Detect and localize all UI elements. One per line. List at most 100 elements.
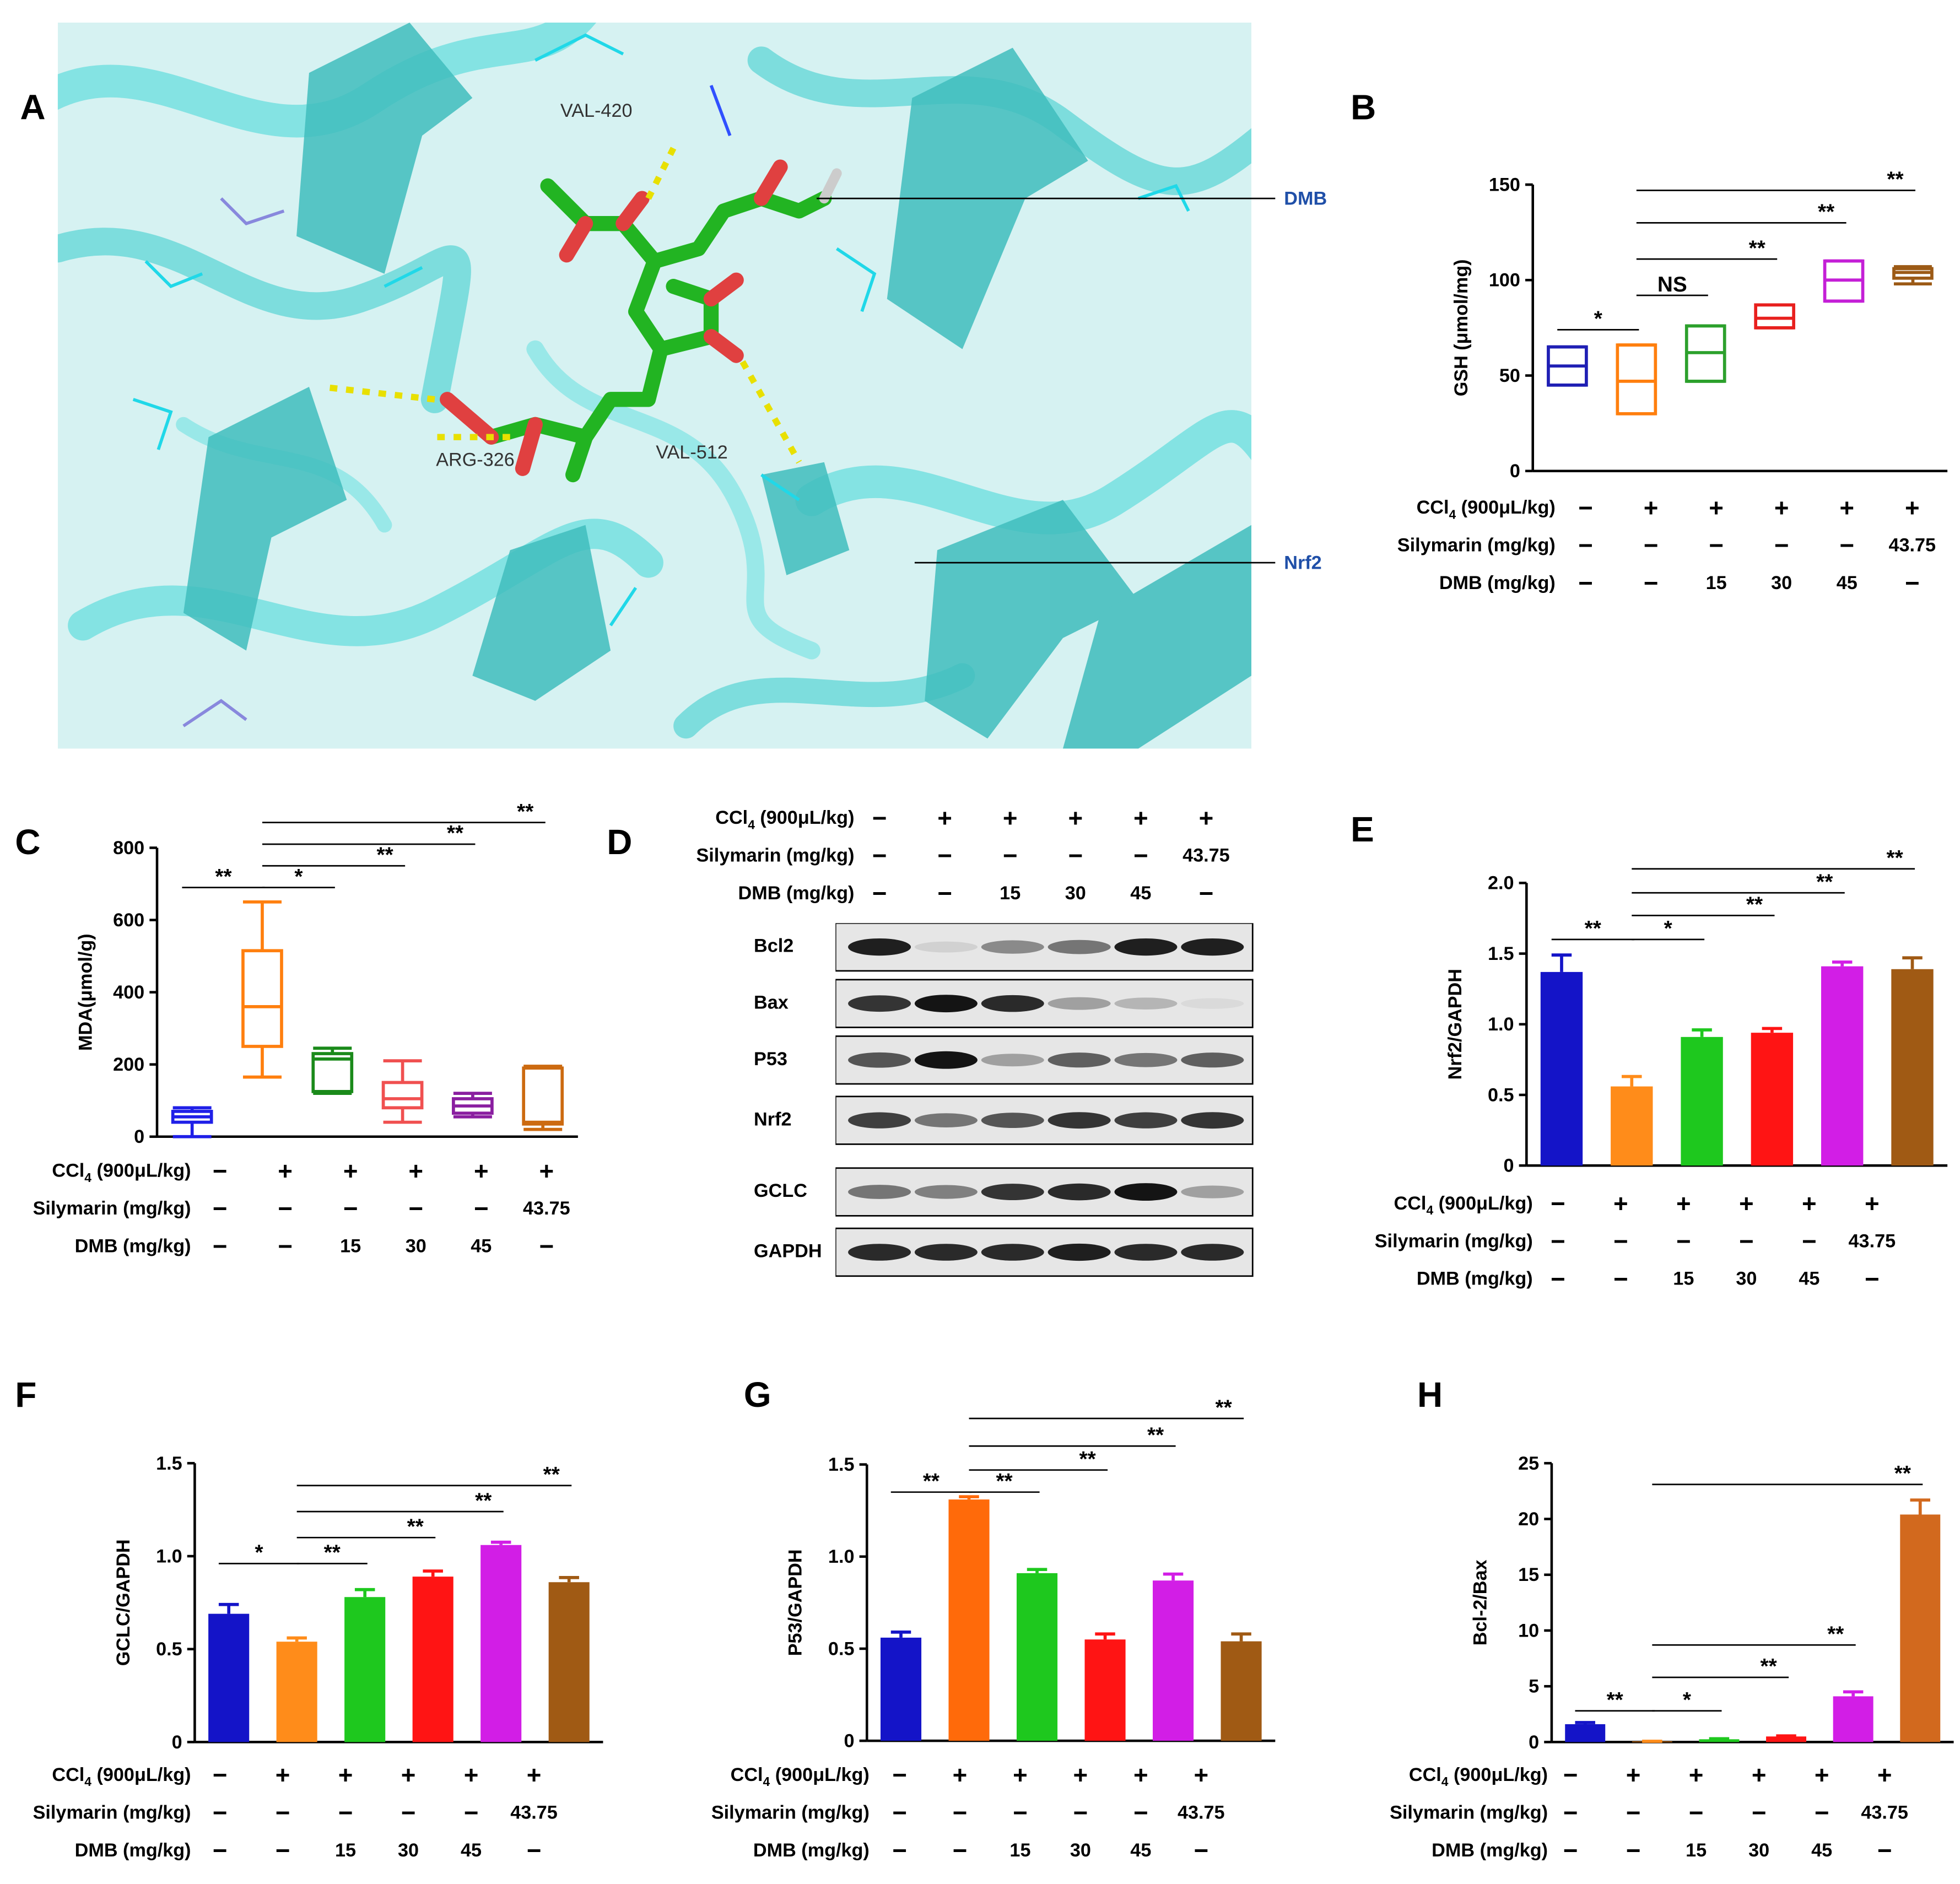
- significance-label: **: [1894, 1462, 1912, 1486]
- treatment-cell: 43.75: [510, 1802, 558, 1824]
- significance-label: **: [543, 1463, 560, 1487]
- treatment-cell: −: [275, 1837, 290, 1865]
- significance-label: **: [475, 1489, 492, 1513]
- treatment-cell: 15: [1000, 883, 1021, 905]
- y-tick-label: 200: [113, 1054, 144, 1075]
- y-tick-label: 10: [1518, 1620, 1539, 1641]
- significance-label: **: [1585, 917, 1602, 941]
- panel-letter-b: B: [1351, 88, 1376, 127]
- blot-band: [1181, 998, 1244, 1009]
- blot-band: [1114, 997, 1178, 1010]
- significance-label: **: [324, 1541, 341, 1565]
- treatment-label-unit: (900μL/kg): [91, 1160, 191, 1182]
- treatment-label-ccl4: CCl4 (900μL/kg): [593, 1764, 870, 1790]
- treatment-label-text: CCl: [1408, 1764, 1441, 1786]
- treatment-label-ccl4: CCl4 (900μL/kg): [1271, 1764, 1548, 1790]
- blot-band: [1181, 1244, 1244, 1261]
- treatment-cell: +: [937, 805, 952, 833]
- treatment-cell: 45: [1836, 573, 1858, 595]
- treatment-cell: −: [1013, 1800, 1028, 1828]
- significance-label: **: [923, 1470, 940, 1493]
- blot-band: [981, 995, 1044, 1012]
- treatment-cell: +: [1877, 1762, 1892, 1790]
- significance-label: **: [407, 1515, 424, 1538]
- treatment-cell: −: [526, 1837, 542, 1865]
- treatment-label-dmb: DMB (mg/kg): [1432, 1840, 1548, 1861]
- treatment-cell: −: [212, 1762, 228, 1790]
- blot-band: [1114, 1052, 1178, 1067]
- treatment-cell: −: [212, 1195, 228, 1224]
- blot-row-label: Nrf2: [754, 1109, 792, 1131]
- protein-label: Nrf2: [1284, 552, 1322, 574]
- treatment-cell: −: [212, 1158, 228, 1186]
- significance-label: **: [377, 843, 394, 867]
- treatment-cell: −: [1877, 1837, 1892, 1865]
- chart-p53-gapdh: 0 0.5 1.0 1.5 P53/GAPDH ** ** ** ** **: [785, 1396, 1276, 1752]
- treatment-cell: −: [212, 1800, 228, 1828]
- treatment-cell: −: [1904, 570, 1920, 598]
- treatment-cell: −: [275, 1800, 290, 1828]
- treatment-label-subscript: 4: [1426, 1204, 1434, 1218]
- bar: [1821, 966, 1864, 1166]
- treatment-cell: 30: [1736, 1268, 1757, 1290]
- y-tick-label: 25: [1518, 1453, 1539, 1474]
- bar: [1891, 969, 1934, 1166]
- bar: [1632, 1741, 1672, 1742]
- treatment-cell: 43.75: [1888, 535, 1936, 557]
- treatment-cell: −: [212, 1233, 228, 1261]
- treatment-cell: −: [1550, 1266, 1565, 1294]
- treatment-cell: 15: [335, 1840, 357, 1861]
- treatment-cell: −: [892, 1837, 907, 1865]
- treatment-cell: −: [212, 1837, 228, 1865]
- blot-band: [1048, 1183, 1111, 1201]
- blot-band: [848, 1185, 911, 1199]
- treatment-cell: −: [278, 1195, 293, 1224]
- blot-band: [1048, 1112, 1111, 1129]
- y-tick-label: 2.0: [1488, 873, 1514, 894]
- treatment-cell: +: [343, 1158, 358, 1186]
- significance-label: **: [517, 800, 534, 824]
- significance-label: **: [1761, 1655, 1778, 1678]
- y-tick-label: 0: [134, 1126, 144, 1147]
- blot-row-label: Bax: [754, 992, 789, 1014]
- blot-row-label: GAPDH: [754, 1240, 822, 1262]
- treatment-cell: −: [1068, 843, 1083, 871]
- treatment-label-text: CCl: [52, 1160, 85, 1182]
- treatment-cell: +: [1709, 495, 1724, 523]
- bar: [948, 1499, 990, 1741]
- y-axis-label: MDA(μmol/g): [75, 933, 96, 1051]
- treatment-cell: 43.75: [523, 1198, 570, 1220]
- treatment-cell: 45: [471, 1235, 492, 1257]
- bar: [548, 1582, 590, 1742]
- treatment-cell: −: [473, 1195, 489, 1224]
- treatment-cell: −: [892, 1800, 907, 1828]
- treatment-cell: 45: [1130, 1840, 1152, 1861]
- bar: [344, 1597, 386, 1742]
- bar: [1833, 1696, 1873, 1742]
- blot-band: [981, 940, 1044, 954]
- y-tick-label: 50: [1499, 365, 1520, 386]
- bar: [1611, 1086, 1653, 1166]
- blot-band: [981, 1244, 1044, 1261]
- treatment-cell: +: [408, 1158, 424, 1186]
- panel-letter-a: A: [20, 88, 46, 127]
- box-body: [1754, 303, 1795, 330]
- blot-band: [981, 1113, 1044, 1129]
- treatment-cell: −: [1802, 1228, 1817, 1256]
- bar: [208, 1613, 250, 1742]
- treatment-cell: −: [401, 1800, 416, 1828]
- treatment-label-silymarin: Silymarin (mg/kg): [1390, 1802, 1548, 1824]
- treatment-label-silymarin: Silymarin (mg/kg): [696, 845, 855, 867]
- treatment-label-unit: (900μL/kg): [1433, 1193, 1533, 1215]
- significance-label: **: [215, 865, 232, 889]
- treatment-label-subscript: 4: [1441, 1775, 1449, 1790]
- docking-illustration: [57, 23, 1251, 749]
- blot-band: [914, 1051, 978, 1069]
- bar: [880, 1637, 922, 1741]
- significance-label: *: [1594, 307, 1603, 331]
- y-tick-label: 600: [113, 910, 144, 931]
- treatment-cell: 30: [1070, 1840, 1091, 1861]
- treatment-label-ccl4: CCl4 (900μL/kg): [0, 1764, 191, 1790]
- treatment-label-silymarin: Silymarin (mg/kg): [33, 1802, 191, 1824]
